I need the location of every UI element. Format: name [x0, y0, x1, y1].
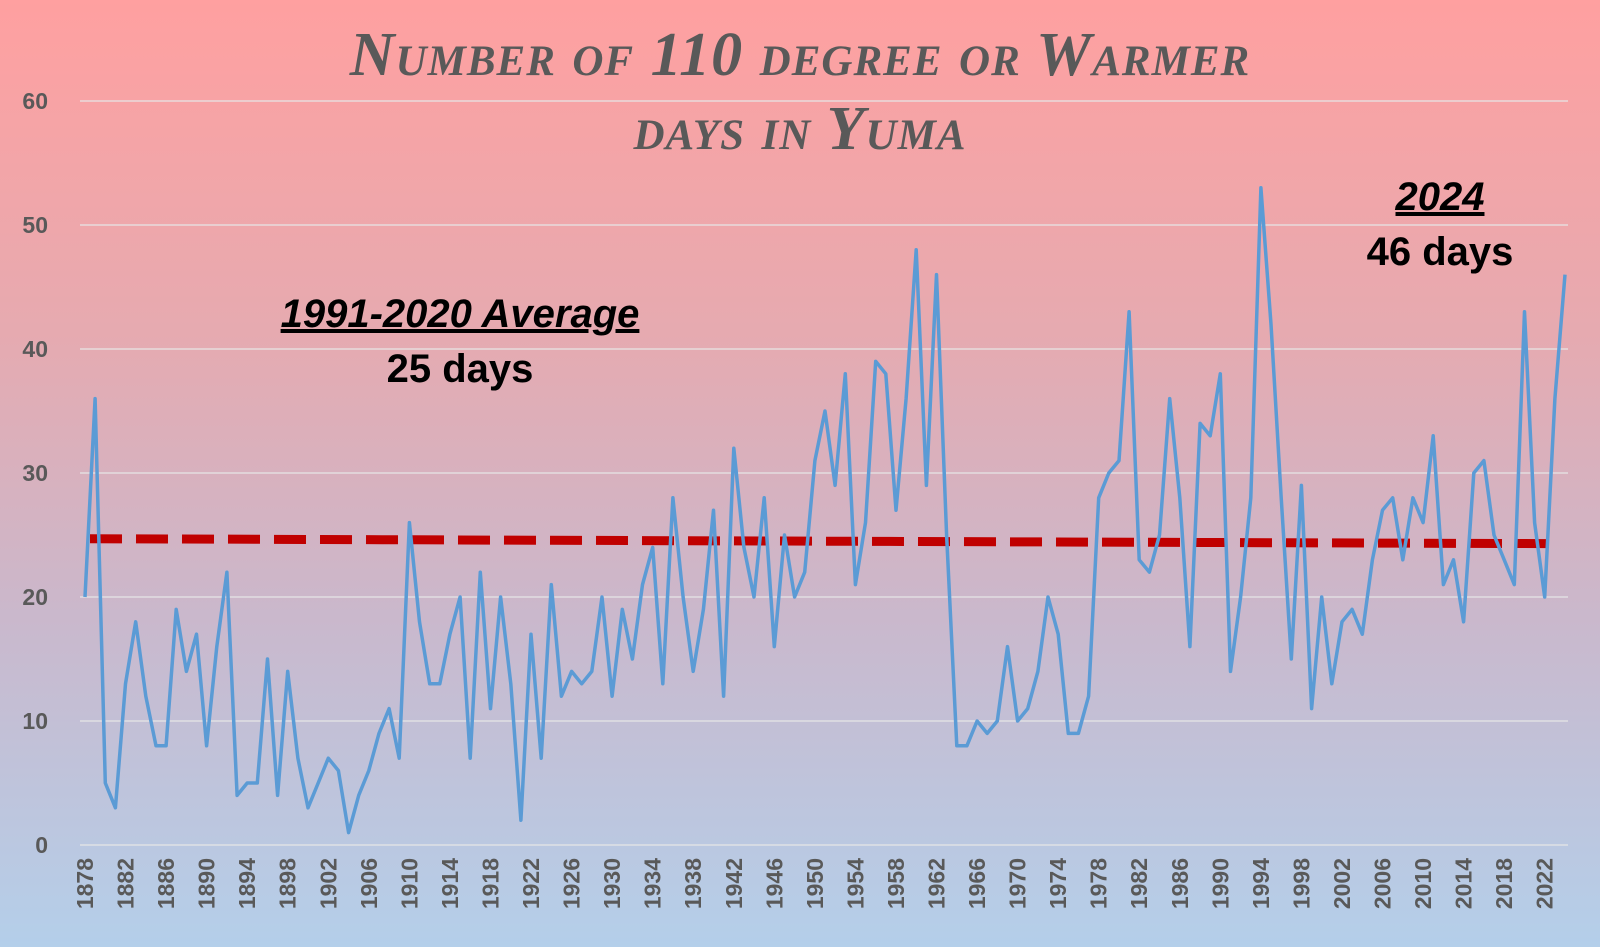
latest-annotation: 2024 46 days [1320, 175, 1560, 275]
x-tick-label-1922: 1922 [518, 858, 544, 909]
x-tick-label-1970: 1970 [1005, 858, 1031, 909]
x-tick-label-1906: 1906 [356, 858, 382, 909]
x-tick-label-1966: 1966 [964, 858, 990, 909]
average-heading: 1991-2020 Average [280, 292, 640, 336]
x-tick-label-1930: 1930 [599, 858, 625, 909]
x-tick-label-2002: 2002 [1329, 858, 1355, 909]
x-tick-label-1894: 1894 [234, 858, 260, 909]
x-axis-ticks: 1878 1882 1886 1890 1894 1898 1902 1906 1910 1914… [72, 858, 1558, 909]
x-tick-label-1934: 1934 [640, 858, 666, 909]
y-tick-label-60: 60 [22, 88, 48, 114]
y-tick-label-30: 30 [22, 460, 48, 486]
x-tick-label-1962: 1962 [924, 858, 950, 909]
x-tick-label-2022: 2022 [1532, 858, 1558, 909]
x-tick-label-1882: 1882 [113, 858, 139, 909]
x-tick-label-1954: 1954 [842, 858, 868, 909]
x-tick-label-1986: 1986 [1167, 858, 1193, 909]
x-tick-label-2010: 2010 [1410, 858, 1436, 909]
x-tick-label-1990: 1990 [1207, 858, 1233, 909]
average-reference-line [89, 534, 1562, 549]
x-tick-label-1914: 1914 [437, 858, 463, 909]
x-tick-label-1926: 1926 [559, 858, 585, 909]
x-tick-label-1950: 1950 [802, 858, 828, 909]
x-tick-label-1918: 1918 [477, 858, 503, 909]
x-tick-label-2014: 2014 [1451, 858, 1477, 909]
average-line [89, 534, 1562, 549]
x-tick-label-2018: 2018 [1491, 858, 1517, 909]
x-tick-label-1898: 1898 [275, 858, 301, 909]
x-tick-label-2006: 2006 [1370, 858, 1396, 909]
x-tick-label-1978: 1978 [1086, 858, 1112, 909]
x-tick-label-1910: 1910 [396, 858, 422, 909]
x-tick-label-1998: 1998 [1288, 858, 1314, 909]
y-tick-label-20: 20 [22, 584, 48, 610]
x-tick-label-1878: 1878 [72, 858, 98, 909]
average-annotation: 1991-2020 Average 25 days [200, 292, 720, 392]
x-tick-label-1958: 1958 [883, 858, 909, 909]
x-tick-label-1938: 1938 [680, 858, 706, 909]
x-tick-label-1942: 1942 [721, 858, 747, 909]
latest-heading: 2024 [1395, 175, 1485, 219]
gridlines [80, 100, 1568, 846]
chart-title-line2: days in Yuma [633, 95, 967, 163]
x-tick-label-1886: 1886 [153, 858, 179, 909]
y-tick-label-50: 50 [22, 212, 48, 238]
average-value: 25 days [386, 347, 534, 391]
y-tick-label-0: 0 [35, 832, 48, 858]
y-tick-label-40: 40 [22, 336, 48, 362]
latest-value: 46 days [1366, 230, 1514, 274]
x-tick-label-1974: 1974 [1045, 858, 1071, 909]
x-tick-label-1902: 1902 [315, 858, 341, 909]
data-line [83, 186, 1567, 835]
y-axis-ticks: 0 10 20 30 40 50 60 [22, 88, 48, 858]
x-tick-label-1982: 1982 [1126, 858, 1152, 909]
y-tick-label-10: 10 [22, 708, 48, 734]
x-tick-label-1946: 1946 [761, 858, 787, 909]
chart-title-line1: Number of 110 degree or Warmer [349, 21, 1251, 89]
x-tick-label-1994: 1994 [1248, 858, 1274, 909]
x-tick-label-1890: 1890 [194, 858, 220, 909]
series-line [83, 186, 1567, 835]
